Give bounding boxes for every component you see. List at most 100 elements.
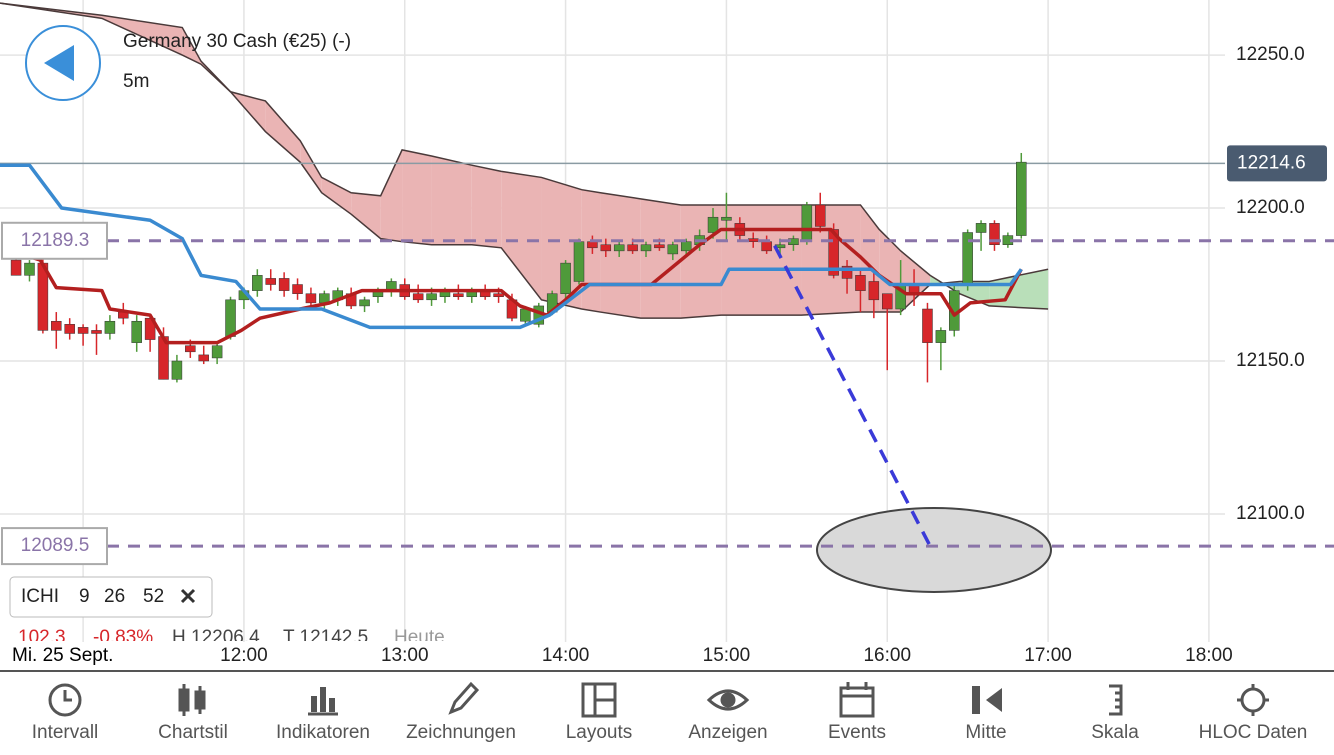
toolbar-icon <box>581 682 617 718</box>
candle-body <box>855 275 866 291</box>
cloud-segment <box>265 100 301 163</box>
cloud-segment <box>321 177 352 215</box>
toolbar-item[interactable]: HLOC Daten <box>1199 684 1308 743</box>
candle-body <box>627 244 638 252</box>
back-button[interactable] <box>25 25 101 101</box>
indicator-name: ICHI <box>21 586 59 607</box>
toolbar-icon <box>839 682 875 718</box>
candle-body <box>667 244 679 255</box>
candle-body <box>801 204 813 242</box>
candle-body <box>412 293 424 301</box>
toolbar-item[interactable]: Zeichnungen <box>406 681 516 743</box>
icon-shape <box>1240 687 1266 713</box>
icon-shape <box>311 696 317 712</box>
y-tick-label: 12200.0 <box>1236 197 1305 218</box>
stat: -0.83% <box>93 627 153 648</box>
candle-body <box>654 244 665 249</box>
x-tick-label: 13:00 <box>381 645 429 666</box>
toolbar-item[interactable]: Skala <box>1091 684 1139 743</box>
x-tick-label: 16:00 <box>863 645 911 666</box>
icon-shape <box>329 698 335 712</box>
ellipse-drawing[interactable] <box>816 507 1052 593</box>
icon-shape <box>1237 684 1269 716</box>
toolbar-item[interactable]: Indikatoren <box>276 687 370 743</box>
toolbar-icon <box>1237 684 1269 716</box>
toolbar-item[interactable]: Anzeigen <box>688 689 768 743</box>
last-price-label: 12214.6 <box>1237 152 1306 173</box>
toolbar-label[interactable]: Layouts <box>566 722 633 743</box>
toolbar-label[interactable]: Events <box>828 722 886 743</box>
icon-shape <box>320 687 326 712</box>
candle-body <box>680 241 692 252</box>
y-axis: 12100.0 12150.0 12200.0 12250.0 12214.6 <box>1227 44 1327 524</box>
icon-shape <box>972 686 980 714</box>
toolbar-label[interactable]: Mitte <box>965 722 1006 743</box>
indicator-param: 9 <box>79 586 90 607</box>
candle-body <box>198 354 209 362</box>
candle-body <box>520 308 531 322</box>
indicator-box[interactable]: ICHI 9 26 52 <box>9 576 213 618</box>
stat: Heute <box>394 627 445 648</box>
icon-shape <box>593 684 615 716</box>
level-box[interactable] <box>1 221 108 260</box>
toolbar-label[interactable]: Skala <box>1091 722 1139 743</box>
level-label: 12089.5 <box>21 535 90 556</box>
y-tick-label: 12150.0 <box>1236 350 1305 371</box>
candle-body <box>868 281 880 301</box>
toolbar-label[interactable]: Zeichnungen <box>406 722 516 743</box>
stat: H 12206.4 <box>172 627 260 648</box>
candle-body <box>359 299 370 307</box>
cloud-segment <box>541 177 582 309</box>
date-label: Mi. 25 Sept. <box>12 645 113 666</box>
x-tick-label: 12:00 <box>220 645 268 666</box>
x-tick-label: 15:00 <box>703 645 751 666</box>
cloud-segment <box>300 140 322 193</box>
date-bg <box>2 643 140 670</box>
toolbar-label[interactable]: Anzeigen <box>688 722 767 743</box>
level-box[interactable] <box>1 527 108 566</box>
candle-body <box>426 293 437 301</box>
cloud-segment <box>380 149 403 242</box>
cloud-segment <box>471 165 502 248</box>
close-icon[interactable] <box>180 588 196 604</box>
candle-body <box>922 308 933 343</box>
toolbar-label[interactable]: HLOC Daten <box>1199 722 1308 743</box>
last-price-box <box>1227 145 1327 182</box>
candle-body <box>841 265 853 279</box>
toolbar-item[interactable]: Events <box>828 682 886 743</box>
cloud-segment <box>900 250 931 313</box>
cloud-segment <box>501 171 542 300</box>
toolbar-item[interactable]: Chartstil <box>158 684 228 743</box>
trendline[interactable] <box>773 244 932 547</box>
indicator-param: 26 <box>104 586 125 607</box>
icon-shape <box>63 690 72 702</box>
candle-body <box>252 275 263 291</box>
stat: 102.3 <box>18 627 66 648</box>
candle-body <box>814 204 826 227</box>
x-tick-label: 17:00 <box>1024 645 1072 666</box>
toolbar-item[interactable]: Intervall <box>32 683 99 743</box>
cloud-segment <box>600 192 641 319</box>
back-arrow[interactable] <box>44 45 74 81</box>
candle-body <box>278 278 290 291</box>
cloud-segment <box>721 204 802 316</box>
toolbar-item[interactable]: Layouts <box>566 682 633 743</box>
candle-body <box>640 244 652 252</box>
candle-body <box>935 330 947 343</box>
toolbar-label[interactable]: Chartstil <box>158 722 228 743</box>
toolbar-label[interactable]: Intervall <box>32 722 99 743</box>
toolbar-label[interactable]: Indikatoren <box>276 722 370 743</box>
toolbar-item[interactable]: Mitte <box>965 686 1007 743</box>
toolbar-icon <box>178 684 206 716</box>
plot <box>0 2 1225 383</box>
stat: T 12142.5 <box>283 627 368 648</box>
cloud-segment <box>402 149 432 245</box>
icon-shape <box>448 681 480 715</box>
toolbar-icon <box>308 687 338 716</box>
y-tick-label: 12250.0 <box>1236 44 1305 65</box>
indicator-param: 52 <box>143 586 164 607</box>
interval: 5m <box>123 71 149 92</box>
candle-body <box>613 244 625 252</box>
icon-shape <box>182 684 202 716</box>
